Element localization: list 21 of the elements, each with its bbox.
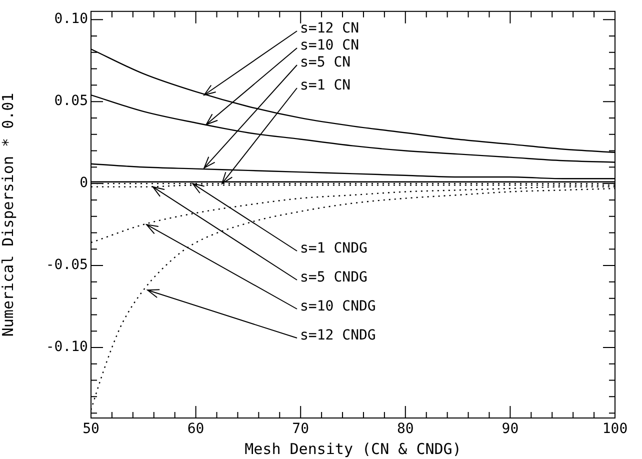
annotation: s=1 CNDG bbox=[300, 240, 368, 257]
y-tick-label: -0.10 bbox=[46, 339, 88, 356]
x-tick-label: 90 bbox=[502, 421, 519, 438]
x-tick-label: 60 bbox=[187, 421, 204, 438]
y-tick-label: 0 bbox=[80, 175, 88, 192]
annotation: s=10 CN bbox=[300, 38, 360, 54]
x-tick-label: 80 bbox=[396, 421, 414, 438]
annotation: s=1 CN bbox=[300, 78, 351, 94]
x-tick-label: 100 bbox=[602, 421, 628, 438]
annotation: s=12 CNDG bbox=[300, 328, 376, 344]
y-tick-label: 0.05 bbox=[54, 93, 88, 110]
y-tick-label: 0.10 bbox=[54, 11, 88, 28]
y-tick-label: -0.05 bbox=[46, 257, 88, 274]
annotation: s=10 CNDG bbox=[300, 298, 376, 315]
x-tick-label: 50 bbox=[82, 421, 100, 438]
annotation: s=12 CN bbox=[300, 20, 360, 37]
y-axis-title: Numerical Dispersion * 0.01 bbox=[0, 92, 17, 337]
annotation: s=5 CN bbox=[300, 54, 351, 71]
x-axis-title: Mesh Density (CN & CNDG) bbox=[244, 440, 462, 458]
x-tick-label: 70 bbox=[292, 421, 310, 438]
annotation: s=5 CNDG bbox=[300, 270, 368, 286]
